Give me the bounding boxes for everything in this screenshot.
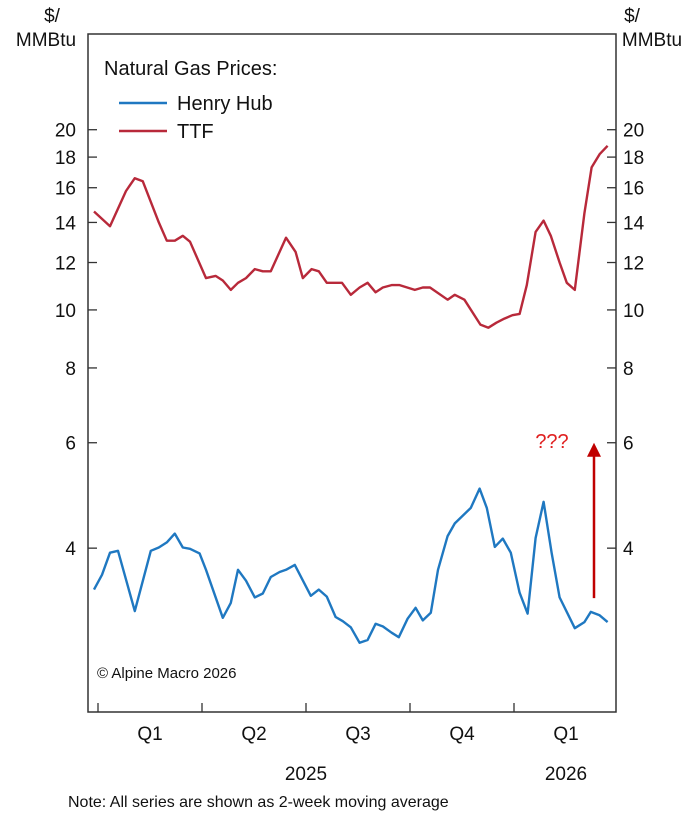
- y-tick-label-left: 4: [65, 539, 76, 560]
- legend-title: Natural Gas Prices:: [104, 58, 277, 80]
- legend-label-ttf: TTF: [177, 121, 214, 143]
- x-quarter-label: Q4: [449, 724, 475, 745]
- y-tick-label-right: 10: [623, 301, 644, 322]
- y-tick-label-right: 12: [623, 254, 644, 275]
- right-axis-unit-line1: $/: [624, 6, 641, 27]
- y-tick-label-right: 16: [623, 179, 644, 200]
- left-axis-unit-line2: MMBtu: [16, 30, 76, 51]
- y-tick-label-left: 18: [55, 148, 76, 169]
- x-year-label: 2025: [285, 764, 327, 785]
- x-year-label: 2026: [545, 764, 587, 785]
- annotation-arrow-head-icon: [587, 442, 601, 457]
- y-tick-label-right: 14: [623, 213, 645, 234]
- y-tick-label-right: 6: [623, 434, 634, 455]
- y-tick-label-left: 16: [55, 179, 76, 200]
- y-tick-label-left: 6: [65, 434, 76, 455]
- y-tick-label-left: 10: [55, 301, 76, 322]
- legend-label-henry-hub: Henry Hub: [177, 93, 273, 115]
- plot-frame: [87, 33, 617, 713]
- y-tick-label-right: 4: [623, 539, 634, 560]
- y-tick-label-left: 14: [55, 213, 77, 234]
- left-axis-unit-line1: $/: [44, 6, 61, 27]
- x-quarter-label: Q1: [137, 724, 162, 745]
- footnote: Note: All series are shown as 2-week mov…: [68, 794, 449, 811]
- x-quarter-label: Q1: [553, 724, 578, 745]
- x-quarter-label: Q2: [241, 724, 266, 745]
- copyright: © Alpine Macro 2026: [97, 665, 236, 682]
- series-line-ttf: [93, 144, 609, 329]
- y-tick-label-left: 8: [65, 359, 76, 380]
- y-tick-label-right: 18: [623, 148, 644, 169]
- y-tick-label-left: 20: [55, 121, 76, 142]
- annotation-question-marks: ???: [535, 431, 568, 453]
- right-axis-unit-line2: MMBtu: [622, 30, 682, 51]
- y-tick-label-right: 8: [623, 359, 634, 380]
- series-line-henry-hub: [92, 487, 609, 644]
- x-quarter-label: Q3: [345, 724, 370, 745]
- y-tick-label-right: 20: [623, 121, 644, 142]
- y-tick-label-left: 12: [55, 254, 76, 275]
